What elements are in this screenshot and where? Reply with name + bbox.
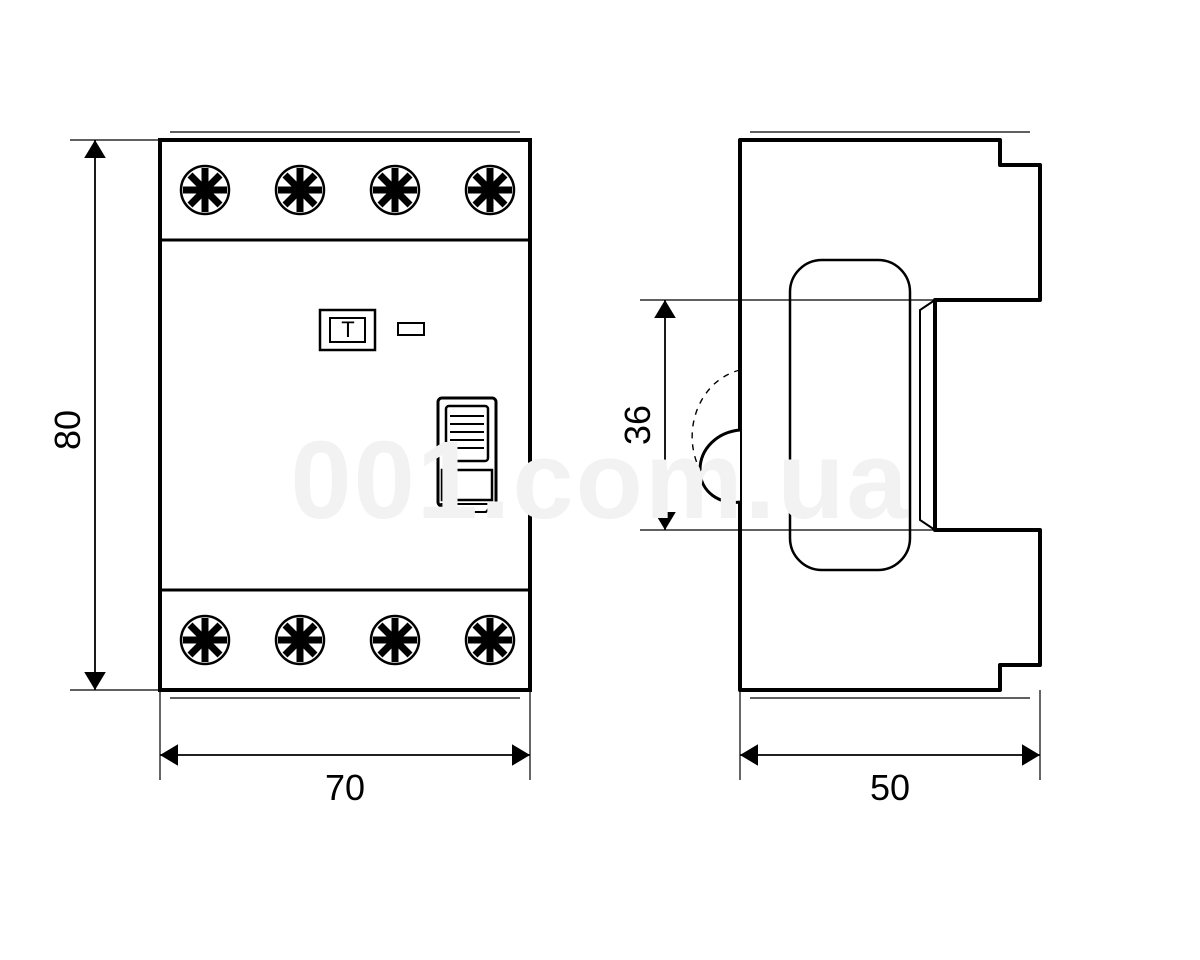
terminal-screw-icon: [466, 166, 514, 214]
terminal-screw-icon: [181, 166, 229, 214]
terminal-screw-icon: [371, 616, 419, 664]
terminal-screw-icon: [276, 166, 324, 214]
side-view: [692, 132, 1040, 698]
test-button-label: T: [341, 317, 354, 342]
terminal-screw-icon: [371, 166, 419, 214]
front-plate-outline: [790, 260, 910, 570]
terminal-screw-icon: [181, 616, 229, 664]
front-view: T: [160, 132, 530, 698]
dim-height-80: 80: [47, 140, 160, 690]
test-button: T: [320, 310, 375, 350]
dim-label-rail: 36: [617, 405, 658, 445]
dim-depth-50: 50: [740, 690, 1040, 808]
dim-width-70: 70: [160, 690, 530, 808]
drawing-canvas: T 80 70: [0, 0, 1200, 960]
dim-label-height: 80: [47, 410, 88, 450]
side-toggle: [692, 370, 740, 502]
dim-label-side-width: 50: [870, 767, 910, 808]
terminal-screw-icon: [276, 616, 324, 664]
toggle-switch: [438, 398, 496, 512]
dim-label-front-width: 70: [325, 767, 365, 808]
indicator-window: [398, 323, 424, 335]
terminal-screw-icon: [466, 616, 514, 664]
